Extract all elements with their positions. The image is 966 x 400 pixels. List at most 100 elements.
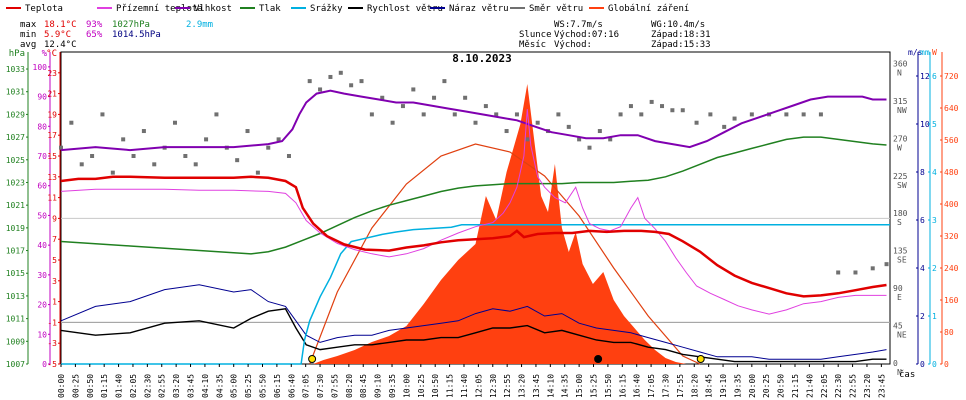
moon-label: Měsíc	[519, 40, 546, 50]
smer-point	[649, 99, 654, 104]
sun-label: Slunce	[519, 30, 552, 40]
plot-area: 8.10.2023	[59, 51, 891, 365]
x-tick-label: 03:20	[172, 374, 181, 398]
x-tick-label: 05:25	[244, 374, 253, 398]
wind-ws: WS:7.7m/s	[554, 20, 603, 30]
axis-label-pct: 30	[37, 271, 47, 280]
axis-label-hpa: 1011	[6, 315, 25, 324]
axis-label-hpa: 1029	[6, 110, 25, 119]
x-tick-label: 20:00	[748, 374, 757, 398]
axis-label-wm2: 160	[944, 296, 959, 305]
axis-label-dir: 360	[893, 59, 908, 68]
smer-point	[172, 120, 177, 125]
legend-label-rychlost: Rychlost větru	[367, 4, 443, 14]
smer-point	[732, 116, 737, 121]
smer-point	[245, 129, 250, 134]
x-tick-label: 02:55	[158, 374, 167, 398]
axis-label-degc: 19	[47, 110, 57, 119]
series-zareni	[61, 84, 890, 364]
x-tick-label: 23:45	[877, 374, 886, 398]
smer-point	[359, 79, 364, 84]
smer-point	[90, 154, 95, 158]
chart-title: 8.10.2023	[452, 52, 512, 65]
axis-label-hpa: 1027	[6, 133, 25, 142]
axis-label-wm2: 640	[944, 104, 959, 113]
axis-label-pct: 60	[37, 182, 47, 191]
axis-label-mm: 4	[932, 168, 937, 177]
axis-label-degc: -3	[47, 339, 57, 348]
stat-max-rain: 2.9mm	[186, 20, 213, 30]
series-clear-sky	[309, 143, 701, 365]
axis-label-hpa: 1031	[6, 88, 25, 97]
axis-label-mm: 3	[932, 216, 937, 225]
axis-label-hpa: 1013	[6, 292, 25, 301]
axis-label-degc: 21	[47, 90, 57, 99]
axis-label-degc: 23	[47, 69, 57, 78]
axis-title-pct: %	[42, 49, 48, 59]
x-tick-label: 13:20	[518, 374, 527, 398]
x-tick-label: 19:35	[733, 374, 742, 398]
axis-name-dir: SE	[897, 256, 907, 265]
axis-name-dir: NE	[897, 331, 907, 340]
axis-label-hpa: 1019	[6, 224, 25, 233]
axis-name-dir: E	[897, 293, 902, 302]
wind-wg: WG:10.4m/s	[651, 20, 705, 30]
stat-max-temp: 18.1°C	[44, 20, 77, 30]
series-teplota	[60, 175, 887, 298]
smer-point	[639, 112, 644, 117]
moon-set: Západ:15:33	[651, 40, 711, 50]
smer-point	[784, 112, 789, 117]
legend-label-smer: Směr větru	[529, 4, 583, 14]
marker-sunrise	[308, 355, 317, 363]
x-tick-label: 17:05	[647, 374, 656, 398]
stat-min-label: min	[20, 30, 36, 40]
smer-point	[307, 79, 312, 84]
smer-point	[514, 112, 519, 117]
axis-label-mm: 5	[932, 120, 937, 129]
axis-label-wm2: 240	[944, 264, 959, 273]
axis-label-wm2: 400	[944, 200, 959, 209]
smer-point	[818, 112, 823, 117]
axis-label-degc: 9	[52, 214, 57, 223]
smer-point	[131, 154, 136, 158]
smer-point	[884, 262, 889, 267]
smer-point	[463, 95, 468, 100]
x-unit-label: čas	[899, 369, 915, 380]
smer-point	[204, 137, 209, 142]
x-tick-label: 02:05	[129, 374, 138, 398]
series-smer	[59, 70, 889, 275]
x-tick-label: 10:00	[402, 374, 411, 398]
axis-label-dir: 270	[893, 134, 908, 143]
x-tick-label: 06:40	[287, 374, 296, 398]
smer-point	[338, 70, 343, 75]
x-tick-label: 07:55	[330, 374, 339, 398]
x-tick-label: 17:30	[661, 374, 670, 398]
axis-title-hpa: hPa	[9, 49, 25, 59]
axis-title-wm2: W	[932, 48, 937, 57]
smer-point	[349, 83, 354, 88]
x-tick-label: 12:30	[489, 374, 498, 398]
x-tick-label: 22:05	[820, 374, 829, 398]
axis-label-degc: 15	[47, 152, 57, 161]
axis-label-ms: 10	[920, 120, 930, 129]
x-tick-label: 01:15	[100, 374, 109, 398]
x-tick-label: 08:45	[359, 374, 368, 398]
marker-sunset	[696, 355, 705, 363]
stat-avg-label: avg	[20, 40, 36, 50]
stat-max-label: max	[20, 20, 37, 30]
axis-title-degc: °C	[46, 49, 57, 59]
axis-label-hpa: 1015	[6, 269, 25, 278]
x-tick-label: 17:55	[676, 374, 685, 398]
axis-label-hpa: 1025	[6, 156, 25, 165]
x-tick-label: 05:50	[258, 374, 267, 398]
axis-label-mm: 6	[932, 72, 937, 81]
axis-label-mm: 1	[932, 312, 937, 321]
x-tick-label: 13:45	[532, 374, 541, 398]
axis-label-degc: 11	[47, 194, 57, 203]
smer-point	[473, 120, 478, 125]
x-tick-label: 14:35	[561, 374, 570, 398]
axis-label-dir: 180	[893, 209, 908, 218]
axis-label-wm2: 320	[944, 232, 959, 241]
axis-label-pct: 70	[37, 152, 47, 161]
smer-point	[318, 87, 323, 92]
